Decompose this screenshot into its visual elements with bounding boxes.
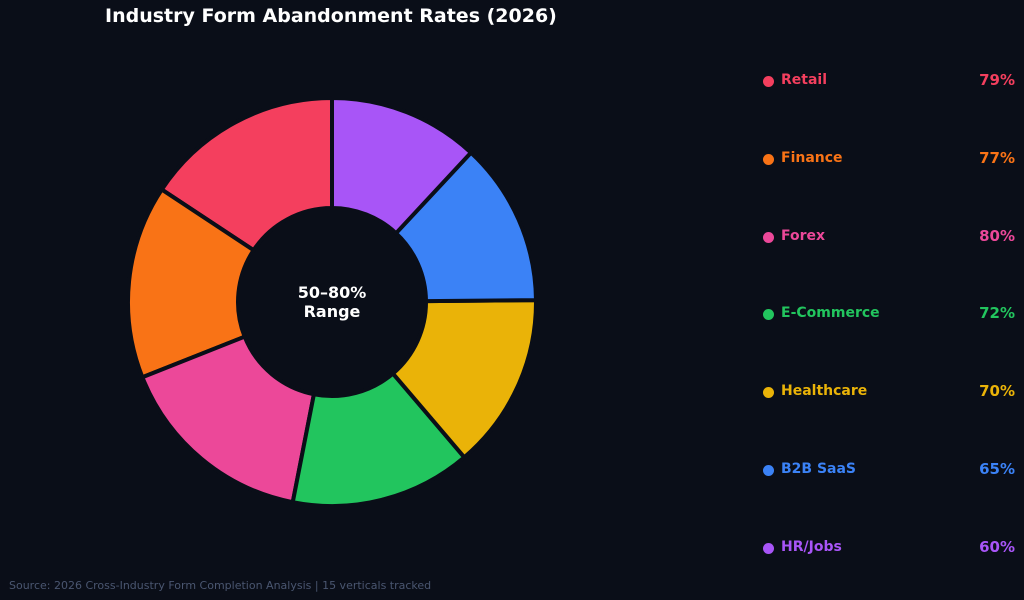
donut-center-label: 50–80% Range bbox=[298, 283, 367, 321]
donut-slice-finance bbox=[126, 187, 256, 380]
center-label-range: 50–80% bbox=[297, 283, 367, 302]
donut-slice-hr-jobs bbox=[330, 96, 473, 236]
chart-title: Industry Form Abandonment Rates (2026) bbox=[105, 5, 557, 27]
donut-slice-e-commerce bbox=[290, 371, 467, 508]
donut-slice-forex bbox=[140, 334, 316, 505]
center-label-caption: Range bbox=[303, 302, 361, 321]
source-note: Source: 2026 Cross-Industry Form Complet… bbox=[9, 579, 432, 592]
donut-slice-retail bbox=[159, 96, 334, 253]
